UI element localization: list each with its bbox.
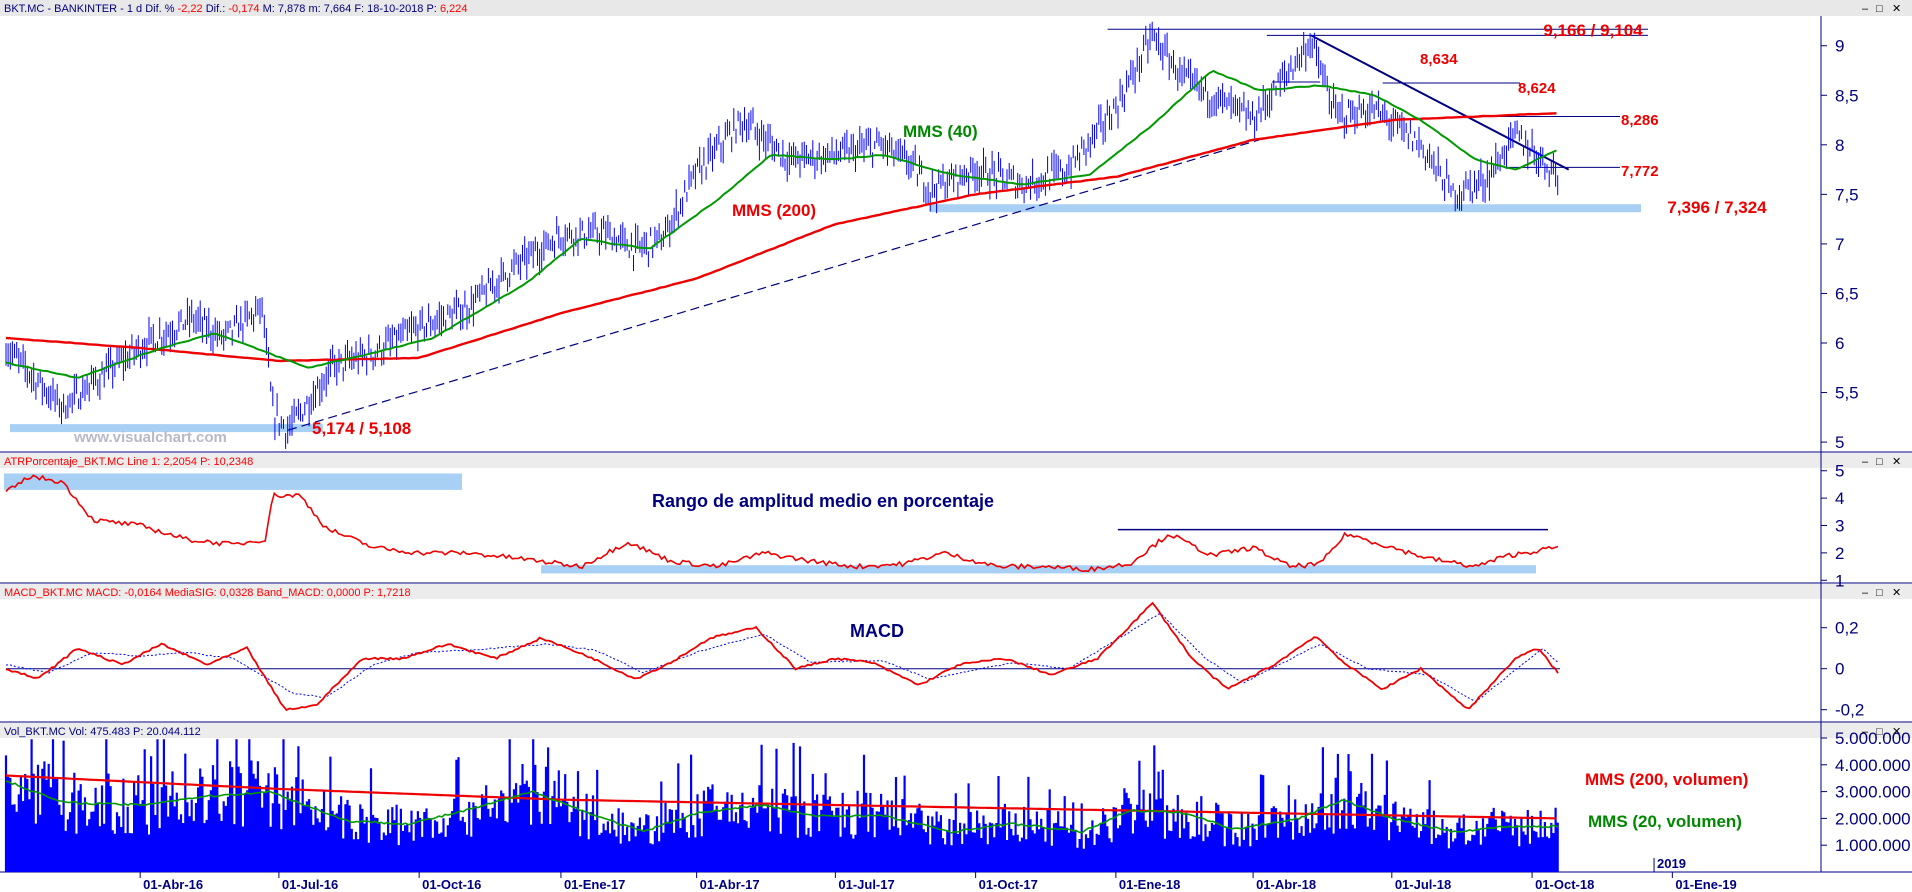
price-header-part-4: -0,174: [228, 3, 259, 15]
atr-line: [5, 474, 1559, 573]
price-annotation-4: 7,772: [1621, 163, 1659, 180]
xtick-label-8: 01-Abr-18: [1256, 877, 1316, 892]
support-zone-5: [929, 204, 1641, 213]
price-ytick-label-2: 6: [1835, 334, 1844, 353]
price-header-part-0: BKT.MC - BANKINTER - 1 d: [4, 3, 142, 15]
xtick-label-3: 01-Ene-17: [564, 877, 625, 892]
volume-annotation-0: MMS (200, volumen): [1585, 770, 1748, 789]
vol-ytick-label-0: 1.000.000: [1835, 836, 1911, 855]
price-annotation-5: 7,396 / 7,324: [1667, 198, 1767, 217]
macd-ytick-label-2: -0,2: [1835, 701, 1864, 720]
price-header-part-1: Dif. %: [142, 3, 177, 15]
xtick-label-2: 01-Oct-16: [422, 877, 481, 892]
series-layer: [5, 21, 1559, 834]
mms200-line: [5, 112, 1557, 363]
restore-icon[interactable]: □: [1876, 726, 1883, 738]
restore-icon[interactable]: □: [1876, 3, 1883, 15]
macd-ytick-label-1: 0: [1835, 660, 1844, 679]
close-icon[interactable]: ✕: [1892, 456, 1901, 468]
atr-panel-title: Rango de amplitud medio en porcentaje: [652, 491, 994, 511]
close-icon[interactable]: ✕: [1892, 587, 1901, 599]
macd-line: [5, 601, 1559, 712]
price-annotation-2: 8,624: [1518, 80, 1556, 97]
price-header-part-5: M: 7,878 m: 7,664 F: 18-10-2018 P:: [260, 3, 440, 15]
xtick-label-4: 01-Abr-17: [700, 877, 760, 892]
volume-mms20-line: [5, 780, 1559, 834]
volume-panel-header: Vol_BKT.MC Vol: 475.483 P: 20.044.112: [4, 726, 201, 738]
xtick-label-6: 01-Oct-17: [979, 877, 1038, 892]
xtick-label-1: 01-Jul-16: [282, 877, 338, 892]
atr-ytick-label-2: 3: [1835, 517, 1844, 536]
price-annotation-7: MMS (200): [732, 201, 816, 220]
price-header-part-2: -2,22: [178, 3, 203, 15]
axes-layer: 5 5,5 6 6,5 7 7,5 8 8,5 9 1 2 3 4 5 0,2 0 -0,2 1.000.000 2…: [139, 37, 1911, 892]
xtick-label-7: 01-Ene-18: [1119, 877, 1180, 892]
price-ytick-label-5: 7,5: [1835, 185, 1859, 204]
xtick-label-11: 01-Ene-19: [1675, 877, 1736, 892]
macd-panel-title: MACD: [850, 621, 904, 641]
atr-zone-1: [541, 565, 1536, 574]
window-controls[interactable]: – □ ✕ – □ ✕ – □ ✕ – □ ✕: [1862, 3, 1901, 738]
macd-panel-header: MACD_BKT.MC MACD: -0,0164 MediaSIG: 0,03…: [4, 587, 411, 599]
xtick-label-10: 01-Oct-18: [1535, 877, 1594, 892]
restore-icon[interactable]: □: [1876, 456, 1883, 468]
price-annotation-3: 8,286: [1621, 112, 1659, 129]
macd-ytick-label-0: 0,2: [1835, 619, 1859, 638]
price-ytick-label-8: 9: [1835, 37, 1844, 56]
watermark: www.visualchart.com: [73, 429, 227, 446]
vol-ytick-label-1: 2.000.000: [1835, 809, 1911, 828]
volume-annotation-1: MMS (20, volumen): [1588, 812, 1742, 831]
price-ytick-label-4: 7: [1835, 235, 1844, 254]
volume-mms200-line: [5, 774, 1557, 820]
minimize-icon[interactable]: –: [1862, 456, 1869, 468]
mms40-line: [5, 69, 1557, 379]
vol-ytick-label-2: 3.000.000: [1835, 783, 1911, 802]
atr-panel-header: ATRPorcentaje_BKT.MC Line 1: 2,2054 P: 1…: [4, 456, 253, 468]
price-ytick-label-7: 8,5: [1835, 86, 1859, 105]
price-panel-header: BKT.MC - BANKINTER - 1 d Dif. % -2,22 Di…: [4, 3, 467, 15]
price-header-part-3: Dif.:: [203, 3, 229, 15]
atr-ytick-label-3: 4: [1835, 489, 1844, 508]
zones-layer: [4, 28, 1648, 670]
price-annotation-0: 9,166 / 9,104: [1543, 21, 1643, 40]
trendline-dashed-support: [287, 139, 1260, 431]
price-ytick-label-0: 5: [1835, 433, 1844, 452]
price-header-part-6: 6,224: [440, 3, 468, 15]
atr-ytick-label-4: 5: [1835, 462, 1844, 481]
atr-zone-2: [4, 473, 462, 490]
minimize-icon[interactable]: –: [1862, 726, 1869, 738]
price-ytick-label-1: 5,5: [1835, 384, 1859, 403]
xtick-label-0: 01-Abr-16: [143, 877, 203, 892]
price-ytick-label-3: 6,5: [1835, 284, 1859, 303]
atr-ytick-label-1: 2: [1835, 544, 1844, 563]
year-marker-label: 2019: [1657, 856, 1686, 871]
support-zone-6: [10, 424, 323, 433]
annotations-layer: 9,166 / 9,104 8,634 8,624 8,286 7,772 7,396 /…: [312, 21, 1767, 831]
minimize-icon[interactable]: –: [1862, 587, 1869, 599]
price-annotation-8: MMS (40): [903, 122, 978, 141]
xtick-label-9: 01-Jul-18: [1395, 877, 1451, 892]
close-icon[interactable]: ✕: [1892, 3, 1901, 15]
price-ytick-label-6: 8: [1835, 136, 1844, 155]
vol-ytick-label-4: 5.000.000: [1835, 729, 1911, 748]
restore-icon[interactable]: □: [1876, 587, 1883, 599]
minimize-icon[interactable]: –: [1862, 3, 1869, 15]
atr-ytick-label-0: 1: [1835, 571, 1844, 590]
vol-ytick-label-3: 4.000.000: [1835, 756, 1911, 775]
xtick-label-5: 01-Jul-17: [838, 877, 894, 892]
close-icon[interactable]: ✕: [1892, 726, 1901, 738]
price-annotation-6: 5,174 / 5,108: [312, 419, 411, 438]
price-annotation-1: 8,634: [1420, 51, 1458, 68]
